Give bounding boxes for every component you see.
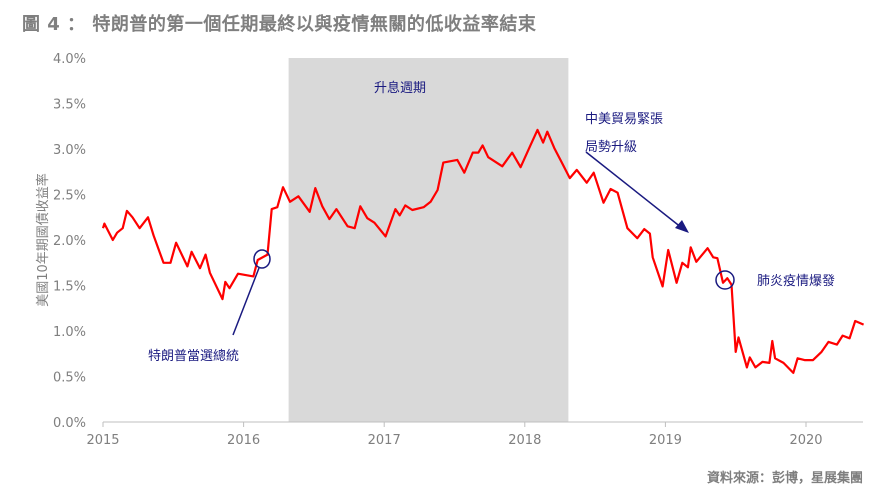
y-tick-label: 3.5% <box>53 98 86 113</box>
x-tick-label: 2018 <box>508 433 541 448</box>
source-note: 資料來源：彭博，星展集團 <box>706 471 863 486</box>
y-tick-label: 1.5% <box>53 280 86 295</box>
shaded-region-label: 升息週期 <box>374 80 426 96</box>
annotation-arrow-line <box>585 151 683 229</box>
annotation-circle <box>715 270 735 290</box>
annotation-trade-tension: 中美貿易緊張 局勢升級 <box>585 112 689 233</box>
annotation-circle <box>253 249 271 269</box>
y-tick-label: 3.0% <box>53 143 86 158</box>
x-tick-label: 2015 <box>86 433 119 448</box>
annotation-text-line-1: 中美貿易緊張 <box>585 112 663 127</box>
annotation-text-line-2: 局勢升級 <box>585 140 637 155</box>
y-tick-label: 2.0% <box>53 234 86 249</box>
annotation-covid-outbreak: 肺炎疫情爆發 <box>715 270 835 290</box>
y-tick-label: 1.0% <box>53 325 86 340</box>
figure-title: 圖 4 ： 特朗普的第一個任期最終以與疫情無關的低收益率結束 <box>22 14 537 35</box>
y-axis-label: 美國10年期國債收益率 <box>35 173 51 307</box>
x-tick-label: 2017 <box>368 433 401 448</box>
y-tick-label: 0.5% <box>53 371 86 386</box>
arrow-head-icon <box>675 220 689 233</box>
x-tick-label: 2020 <box>789 433 822 448</box>
annotation-text: 肺炎疫情爆發 <box>757 273 835 289</box>
rate-hike-cycle-shade <box>288 58 569 422</box>
annotation-pointer-line <box>232 267 260 336</box>
y-tick-label: 2.5% <box>53 189 86 204</box>
y-tick-label: 4.0% <box>53 52 86 67</box>
annotation-trump-elected: 特朗普當選總統 <box>148 249 271 364</box>
x-tick-label: 2016 <box>227 433 260 448</box>
x-tick-label: 2019 <box>649 433 682 448</box>
yield-series-line <box>101 128 865 374</box>
annotation-text: 特朗普當選總統 <box>148 348 239 364</box>
y-tick-label: 0.0% <box>53 416 86 431</box>
